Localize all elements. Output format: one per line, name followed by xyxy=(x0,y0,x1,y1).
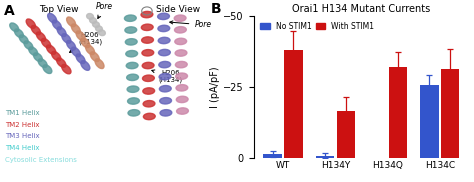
Ellipse shape xyxy=(62,34,71,43)
Ellipse shape xyxy=(10,23,18,32)
Ellipse shape xyxy=(126,50,137,57)
Ellipse shape xyxy=(176,85,188,91)
Ellipse shape xyxy=(141,24,153,31)
Text: Pore: Pore xyxy=(96,2,113,18)
Ellipse shape xyxy=(125,39,137,45)
Ellipse shape xyxy=(159,86,171,92)
Text: TM3 Helix: TM3 Helix xyxy=(5,134,39,139)
Text: A: A xyxy=(4,4,14,18)
Ellipse shape xyxy=(24,41,33,50)
Bar xyxy=(264,154,282,158)
Ellipse shape xyxy=(46,45,56,54)
Ellipse shape xyxy=(95,26,102,31)
Ellipse shape xyxy=(95,59,104,69)
Ellipse shape xyxy=(141,11,153,18)
Ellipse shape xyxy=(36,32,46,41)
Ellipse shape xyxy=(67,17,75,27)
Ellipse shape xyxy=(174,15,186,21)
Ellipse shape xyxy=(81,61,90,70)
Bar xyxy=(441,69,459,158)
Ellipse shape xyxy=(158,25,170,32)
Ellipse shape xyxy=(19,35,28,44)
Bar xyxy=(316,155,334,158)
Ellipse shape xyxy=(91,52,99,62)
Ellipse shape xyxy=(38,59,47,68)
Text: H206
(H134): H206 (H134) xyxy=(152,70,182,83)
Ellipse shape xyxy=(160,98,172,104)
Ellipse shape xyxy=(158,49,170,56)
Ellipse shape xyxy=(52,20,62,30)
Ellipse shape xyxy=(126,62,138,69)
Ellipse shape xyxy=(127,86,139,92)
Ellipse shape xyxy=(176,73,188,79)
Ellipse shape xyxy=(158,13,169,20)
Ellipse shape xyxy=(159,74,171,80)
Ellipse shape xyxy=(43,65,52,74)
Legend: No STIM1, With STIM1: No STIM1, With STIM1 xyxy=(257,19,377,34)
Ellipse shape xyxy=(52,52,61,61)
Bar xyxy=(389,68,407,158)
Text: H206
(H134): H206 (H134) xyxy=(70,32,102,52)
Ellipse shape xyxy=(176,96,188,103)
Ellipse shape xyxy=(143,88,155,94)
Text: Pore: Pore xyxy=(170,20,211,29)
Text: TM2 Helix: TM2 Helix xyxy=(5,122,39,128)
Ellipse shape xyxy=(175,61,187,68)
Bar xyxy=(337,112,355,158)
Ellipse shape xyxy=(29,47,37,56)
Text: B: B xyxy=(210,2,221,16)
Ellipse shape xyxy=(175,50,187,56)
Text: Side View: Side View xyxy=(155,5,200,14)
Ellipse shape xyxy=(90,18,97,23)
Ellipse shape xyxy=(62,64,71,74)
Ellipse shape xyxy=(81,38,90,48)
Ellipse shape xyxy=(143,75,155,82)
Ellipse shape xyxy=(71,47,81,57)
Ellipse shape xyxy=(57,58,66,67)
Ellipse shape xyxy=(66,40,76,50)
Ellipse shape xyxy=(47,13,57,23)
Ellipse shape xyxy=(76,31,85,41)
Ellipse shape xyxy=(143,100,155,107)
Text: TM1 Helix: TM1 Helix xyxy=(5,110,39,116)
Ellipse shape xyxy=(26,19,36,28)
Text: TM4 Helix: TM4 Helix xyxy=(5,145,39,151)
Ellipse shape xyxy=(142,37,154,43)
Text: Top View: Top View xyxy=(39,5,79,14)
Ellipse shape xyxy=(57,27,66,37)
Bar xyxy=(420,84,438,158)
Ellipse shape xyxy=(87,13,93,19)
Ellipse shape xyxy=(92,22,100,27)
Ellipse shape xyxy=(128,110,140,116)
Ellipse shape xyxy=(125,27,137,33)
Ellipse shape xyxy=(34,53,42,62)
Ellipse shape xyxy=(177,108,188,114)
Ellipse shape xyxy=(41,38,51,48)
Text: Cytosolic Extensions: Cytosolic Extensions xyxy=(5,157,77,163)
Y-axis label: I (pA/pF): I (pA/pF) xyxy=(210,67,220,108)
Ellipse shape xyxy=(127,74,138,81)
Ellipse shape xyxy=(86,45,94,55)
Ellipse shape xyxy=(76,54,85,64)
Ellipse shape xyxy=(72,24,80,34)
Ellipse shape xyxy=(128,98,139,104)
Ellipse shape xyxy=(99,30,105,36)
Bar xyxy=(368,158,386,175)
Ellipse shape xyxy=(142,50,154,56)
Ellipse shape xyxy=(125,15,136,21)
Ellipse shape xyxy=(160,110,172,116)
Ellipse shape xyxy=(158,37,170,44)
Ellipse shape xyxy=(174,27,186,33)
Bar xyxy=(284,50,302,158)
Ellipse shape xyxy=(142,62,154,69)
Ellipse shape xyxy=(144,113,155,120)
Ellipse shape xyxy=(31,25,40,35)
Ellipse shape xyxy=(175,38,187,45)
Ellipse shape xyxy=(159,61,171,68)
Title: Orai1 H134 Mutant Currents: Orai1 H134 Mutant Currents xyxy=(292,4,430,14)
Ellipse shape xyxy=(15,29,23,38)
